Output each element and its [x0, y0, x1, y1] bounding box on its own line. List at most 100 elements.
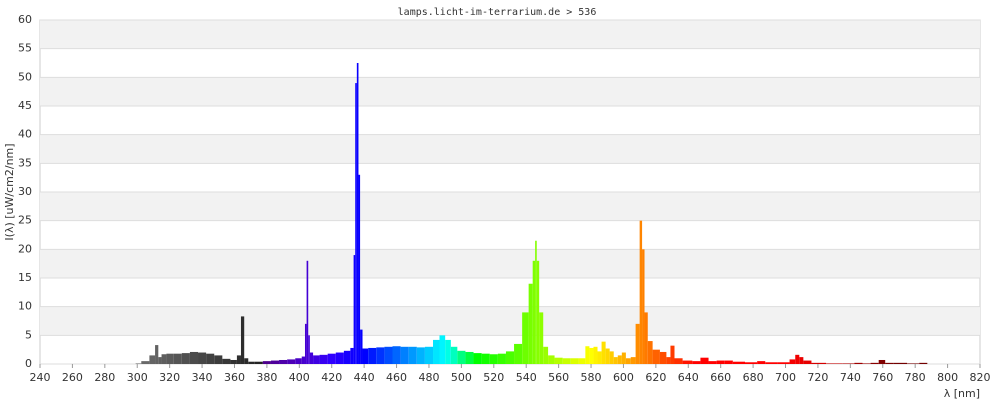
- spectrum-bar: [666, 357, 671, 364]
- spectrum-bar: [416, 347, 425, 364]
- spectrum-bar: [522, 312, 529, 364]
- spectrum-bar: [166, 353, 174, 364]
- spectrum-bar: [236, 355, 241, 364]
- spectrum-bar: [489, 354, 498, 364]
- spectrum-bar: [885, 362, 894, 364]
- x-tick-label: 560: [548, 371, 569, 384]
- spectrum-bar: [270, 360, 280, 364]
- spectrum-bar: [313, 355, 320, 364]
- spectrum-bar: [433, 339, 440, 364]
- y-tick-label: 20: [18, 242, 32, 255]
- spectrum-bar: [309, 352, 314, 364]
- spectrum-bar: [870, 362, 879, 364]
- spectrum-bar: [355, 83, 357, 365]
- spectrum-bar: [457, 350, 466, 364]
- x-tick-label: 680: [743, 371, 764, 384]
- x-tick-label: 820: [970, 371, 991, 384]
- spectrum-bar: [149, 355, 156, 364]
- grid-band: [40, 306, 980, 336]
- spectrum-bar: [635, 323, 640, 364]
- spectrum-bar: [481, 353, 490, 364]
- spectrum-bar: [141, 361, 150, 364]
- x-tick-label: 240: [30, 371, 51, 384]
- spectrum-bar: [682, 360, 693, 364]
- y-tick-label: 5: [25, 328, 32, 341]
- y-tick-label: 40: [18, 128, 32, 141]
- spectrum-bar: [439, 335, 446, 364]
- spectrum-bar: [408, 346, 417, 364]
- spectrum-bar: [230, 359, 237, 364]
- spectrum-bar: [362, 348, 369, 364]
- spectrum-bar: [473, 353, 482, 364]
- spectrum-bar: [639, 220, 643, 364]
- x-tick-label: 500: [451, 371, 472, 384]
- spectrum-bar: [161, 354, 167, 364]
- grid-band: [40, 20, 980, 49]
- spectrum-bar: [368, 347, 377, 364]
- spectrum-bar: [708, 361, 717, 364]
- x-tick-label: 360: [224, 371, 245, 384]
- x-tick-label: 440: [354, 371, 375, 384]
- spectrum-bar: [601, 341, 606, 364]
- y-tick-label: 45: [18, 99, 32, 112]
- spectrum-bar: [652, 349, 660, 364]
- spectrum-bar: [214, 355, 223, 364]
- x-tick-label: 260: [62, 371, 83, 384]
- spectrum-bar: [613, 357, 618, 364]
- spectrum-bar: [795, 354, 800, 364]
- spectrum-bar: [642, 249, 645, 364]
- spectrum-bar: [724, 360, 733, 364]
- spectrum-bar: [222, 358, 231, 364]
- y-tick-label: 15: [18, 271, 32, 284]
- spectrum-bar: [811, 362, 827, 364]
- x-tick-label: 400: [289, 371, 310, 384]
- grid-band: [40, 192, 980, 221]
- spectrum-bar: [605, 348, 610, 364]
- y-axis-label: I(λ) [uW/cm2/nm]: [3, 143, 16, 240]
- spectrum-bar: [732, 361, 745, 364]
- x-tick-label: 600: [613, 371, 634, 384]
- x-tick-label: 740: [840, 371, 861, 384]
- spectrum-bar: [279, 359, 288, 364]
- spectrum-bar: [630, 357, 636, 364]
- spectrum-bar: [392, 346, 401, 364]
- spectrum-bar: [287, 359, 296, 364]
- spectrum-bar: [854, 362, 863, 364]
- spectrum-bar: [360, 329, 363, 364]
- x-tick-label: 620: [645, 371, 666, 384]
- spectrum-bar: [535, 240, 537, 364]
- grid-band: [40, 77, 980, 106]
- spectrum-bar: [350, 347, 354, 364]
- x-tick-label: 540: [516, 371, 537, 384]
- x-tick-label: 420: [321, 371, 342, 384]
- spectrum-bar: [647, 341, 653, 364]
- x-tick-label: 300: [127, 371, 148, 384]
- y-tick-label: 0: [25, 357, 32, 370]
- spectrum-bar: [617, 355, 622, 364]
- spectrum-bar: [248, 361, 255, 364]
- x-tick-label: 460: [386, 371, 407, 384]
- spectrum-bar: [497, 353, 506, 364]
- x-tick-label: 580: [581, 371, 602, 384]
- y-tick-label: 35: [18, 156, 32, 169]
- grid-band: [40, 249, 980, 278]
- spectrum-bar: [343, 350, 351, 364]
- spectrum-bar: [765, 362, 778, 364]
- spectrum-bar: [306, 260, 309, 364]
- x-tick-label: 520: [483, 371, 504, 384]
- spectrum-bar: [578, 358, 586, 364]
- spectrum-bar: [692, 361, 701, 364]
- spectrum-bar: [621, 352, 626, 364]
- spectrum-bar: [376, 347, 385, 364]
- x-tick-label: 280: [94, 371, 115, 384]
- spectrum-bar: [536, 260, 540, 364]
- spectrum-bar: [181, 353, 190, 364]
- spectrum-bar: [745, 362, 758, 364]
- plot-background: [39, 19, 981, 365]
- y-tick-label: 30: [18, 185, 32, 198]
- y-tick-label: 50: [18, 70, 32, 83]
- spectrum-bar: [254, 361, 263, 364]
- x-tick-label: 380: [256, 371, 277, 384]
- spectrum-bar: [262, 361, 271, 364]
- y-tick-label: 60: [18, 13, 32, 26]
